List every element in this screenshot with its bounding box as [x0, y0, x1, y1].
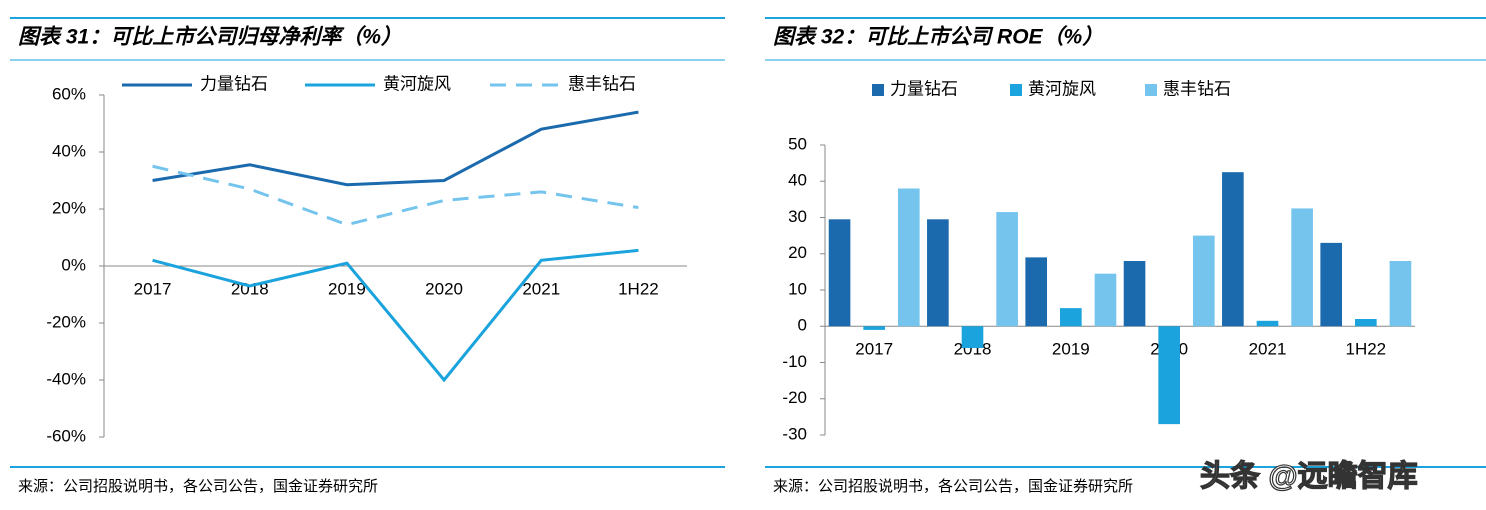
legend-swatch: [872, 84, 884, 96]
bar: [1389, 261, 1412, 327]
watermark: 头条 @远瞻智库: [1200, 460, 1418, 493]
bar: [863, 326, 885, 330]
y-tick-label: -30: [782, 424, 807, 443]
legend-label: 惠丰钻石: [568, 74, 636, 93]
y-tick-label: -10: [782, 352, 807, 371]
source-note: 来源：公司招股说明书，各公司公告，国金证券研究所: [18, 477, 378, 495]
bar: [897, 188, 920, 327]
legend-swatch: [1145, 84, 1157, 96]
y-tick-label: 0%: [61, 255, 86, 274]
bar: [1256, 320, 1279, 327]
y-tick-label: -40%: [46, 369, 86, 388]
y-tick-label: 30: [788, 207, 807, 226]
legend-label: 黄河旋风: [1028, 79, 1096, 98]
legend-label: 力量钻石: [890, 79, 958, 98]
x-tick-label: 2020: [425, 279, 463, 298]
bar: [1291, 208, 1313, 327]
y-tick-label: 40: [788, 171, 807, 190]
x-tick-label: 1H22: [1346, 339, 1387, 358]
y-tick-label: 10: [788, 279, 807, 298]
bar: [1192, 235, 1215, 327]
bar: [1123, 261, 1146, 327]
series-line: [152, 248, 639, 383]
x-tick-label: 2019: [328, 279, 366, 298]
bar: [1060, 308, 1082, 327]
y-tick-label: -20: [782, 388, 807, 407]
source-note: 来源：公司招股说明书，各公司公告，国金证券研究所: [773, 477, 1133, 495]
y-tick-label: -60%: [46, 426, 86, 445]
y-tick-label: 50: [788, 134, 807, 153]
bar: [1025, 257, 1048, 327]
chart-title: 图表 32：可比上市公司 ROE（%）: [773, 25, 1103, 49]
series-line: [152, 110, 639, 187]
x-tick-label: 2017: [855, 339, 893, 358]
bar: [927, 219, 949, 327]
y-tick-label: 40%: [52, 141, 86, 160]
y-tick-label: 60%: [52, 84, 86, 103]
bar: [996, 212, 1018, 327]
y-tick-label: -20%: [46, 312, 86, 331]
bar: [1158, 326, 1180, 425]
bar: [961, 326, 984, 348]
bar: [1094, 273, 1117, 327]
x-tick-label: 1H22: [618, 279, 659, 298]
chart-title: 图表 31：可比上市公司归母净利率（%）: [18, 25, 402, 49]
bar: [828, 219, 851, 327]
x-tick-label: 2017: [134, 279, 172, 298]
series-line: [152, 164, 639, 227]
legend-label: 力量钻石: [200, 74, 268, 93]
y-tick-label: 20: [788, 243, 807, 262]
legend-label: 黄河旋风: [383, 74, 451, 93]
bar: [1355, 319, 1377, 327]
y-tick-label: 0: [798, 316, 807, 335]
x-tick-label: 2021: [522, 279, 560, 298]
legend-swatch: [1010, 84, 1022, 96]
x-tick-label: 2021: [1249, 339, 1287, 358]
y-tick-label: 20%: [52, 198, 86, 217]
bar: [1320, 242, 1343, 327]
x-tick-label: 2019: [1052, 339, 1090, 358]
legend-label: 惠丰钻石: [1163, 79, 1231, 98]
bar: [1222, 172, 1244, 327]
